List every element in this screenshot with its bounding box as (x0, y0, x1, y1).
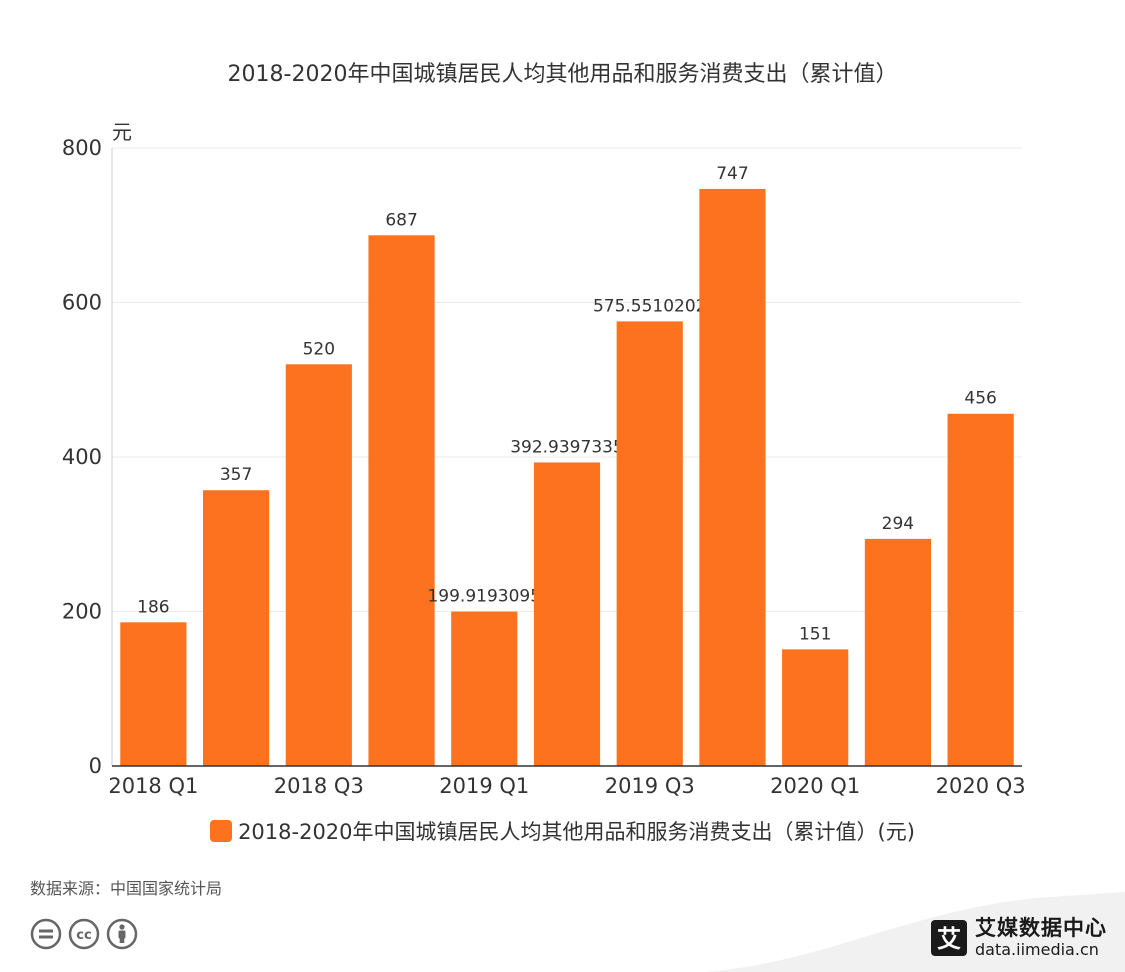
y-axis-unit: 元 (112, 120, 132, 144)
attribution-icon (106, 918, 138, 950)
bar-value-label: 747 (716, 164, 748, 184)
x-tick-label: 2018 Q1 (108, 774, 198, 798)
bar (616, 321, 683, 766)
brand-watermark: 艾 艾媒数据中心 data.iimedia.cn (931, 918, 1107, 958)
x-tick-label: 2020 Q3 (936, 774, 1026, 798)
bar (368, 235, 435, 767)
bar (120, 622, 187, 766)
bar (285, 364, 352, 766)
legend-swatch (210, 820, 233, 842)
cc-icon: cc (68, 918, 100, 950)
x-tick-label: 2019 Q1 (439, 774, 529, 798)
bar (533, 462, 601, 766)
bar (699, 188, 766, 766)
brand-name: 艾媒数据中心 (975, 916, 1107, 940)
bar-value-label: 199.9193095 (427, 587, 541, 607)
y-tick-label: 400 (62, 445, 102, 469)
bar-value-label: 575.5510202 (593, 296, 707, 316)
y-tick-label: 0 (89, 754, 102, 778)
bar-value-label: 392.9397335 (510, 437, 624, 457)
brand-background (705, 892, 1125, 972)
license-icons: cc (30, 918, 138, 950)
bar (864, 538, 931, 766)
bar (451, 611, 518, 766)
bar-value-label: 151 (799, 624, 831, 644)
legend[interactable]: 2018-2020年中国城镇居民人均其他用品和服务消费支出（累计值）(元) (0, 816, 1125, 846)
bar-value-label: 520 (303, 339, 335, 359)
x-tick-label: 2020 Q1 (770, 774, 860, 798)
bar-value-label: 357 (220, 465, 252, 485)
y-tick-label: 800 (62, 136, 102, 160)
x-tick-label: 2019 Q3 (605, 774, 695, 798)
legend-label: 2018-2020年中国城镇居民人均其他用品和服务消费支出（累计值）(元) (238, 820, 915, 844)
chart-title: 2018-2020年中国城镇居民人均其他用品和服务消费支出（累计值） (227, 62, 898, 87)
bar-value-label: 456 (964, 389, 996, 409)
bar (947, 413, 1014, 766)
bar-value-label: 294 (882, 514, 914, 534)
svg-text:艾: 艾 (937, 925, 961, 953)
svg-text:cc: cc (76, 928, 91, 943)
bar-value-label: 186 (137, 597, 169, 617)
y-tick-label: 600 (62, 291, 102, 315)
y-tick-label: 200 (62, 600, 102, 624)
equal-icon (30, 918, 62, 950)
bar (782, 649, 849, 766)
x-tick-label: 2018 Q3 (274, 774, 364, 798)
bar-chart: 0 200 400 600 800 186 2018 Q1 357 520 2018 Q3 687 1… (62, 136, 1026, 798)
bar (203, 490, 270, 766)
brand-logo-icon: 艾 (931, 920, 967, 956)
brand-url: data.iimedia.cn (975, 940, 1099, 959)
bar-value-label: 687 (385, 210, 417, 230)
data-source: 数据来源：中国国家统计局 (30, 879, 223, 898)
